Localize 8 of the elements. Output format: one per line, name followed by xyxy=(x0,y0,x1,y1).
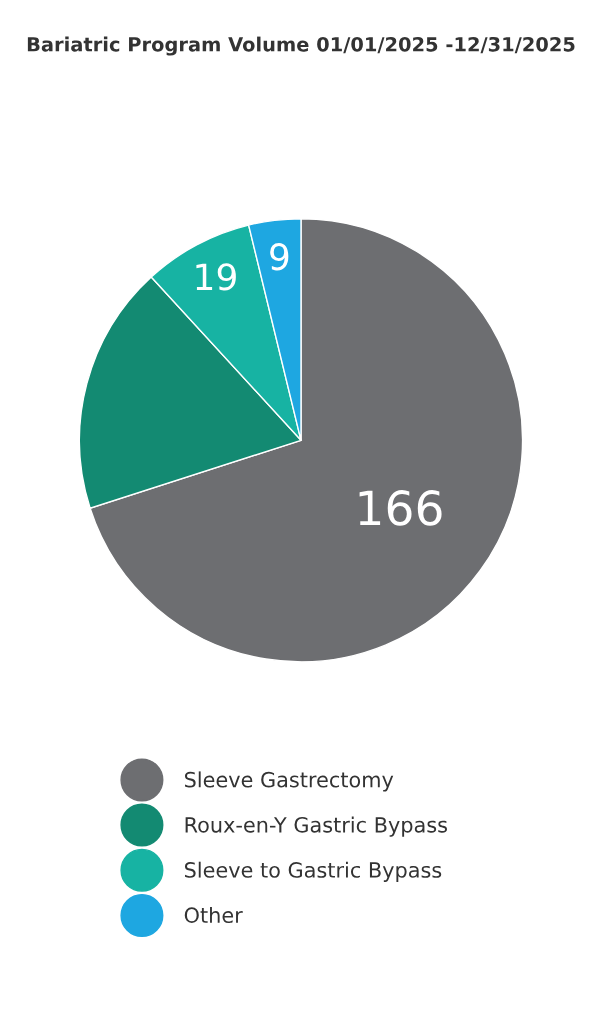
data-label: 19 xyxy=(196,263,236,291)
chart-title: Bariatric Program Volume 01/01/2025 -12/31/2025 xyxy=(27,36,575,56)
legend-label: Other xyxy=(184,906,243,923)
data-label: 9 xyxy=(270,243,289,271)
legend-label: Sleeve Gastrectomy xyxy=(184,771,394,792)
legend-label: Roux-en-Y Gastric Bypass xyxy=(185,816,447,837)
data-label: 166 xyxy=(359,490,442,526)
legend-label: Sleeve to Gastric Bypass xyxy=(184,861,442,882)
